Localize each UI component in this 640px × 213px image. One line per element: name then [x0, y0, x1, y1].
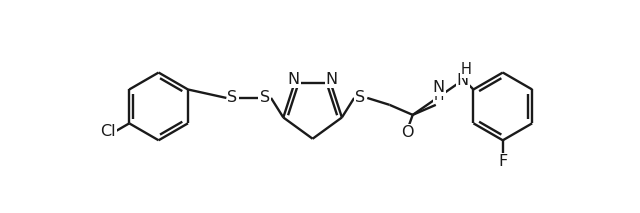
Text: N: N	[287, 72, 300, 88]
Text: F: F	[498, 154, 508, 168]
Text: H: H	[460, 62, 471, 77]
Text: N: N	[456, 73, 468, 88]
Text: S: S	[355, 91, 365, 105]
Text: H: H	[434, 89, 444, 103]
Text: Cl: Cl	[100, 124, 116, 139]
Text: S: S	[227, 91, 237, 105]
Text: S: S	[260, 91, 270, 105]
Text: N: N	[433, 81, 445, 95]
Text: O: O	[401, 125, 413, 140]
Text: N: N	[325, 72, 337, 88]
